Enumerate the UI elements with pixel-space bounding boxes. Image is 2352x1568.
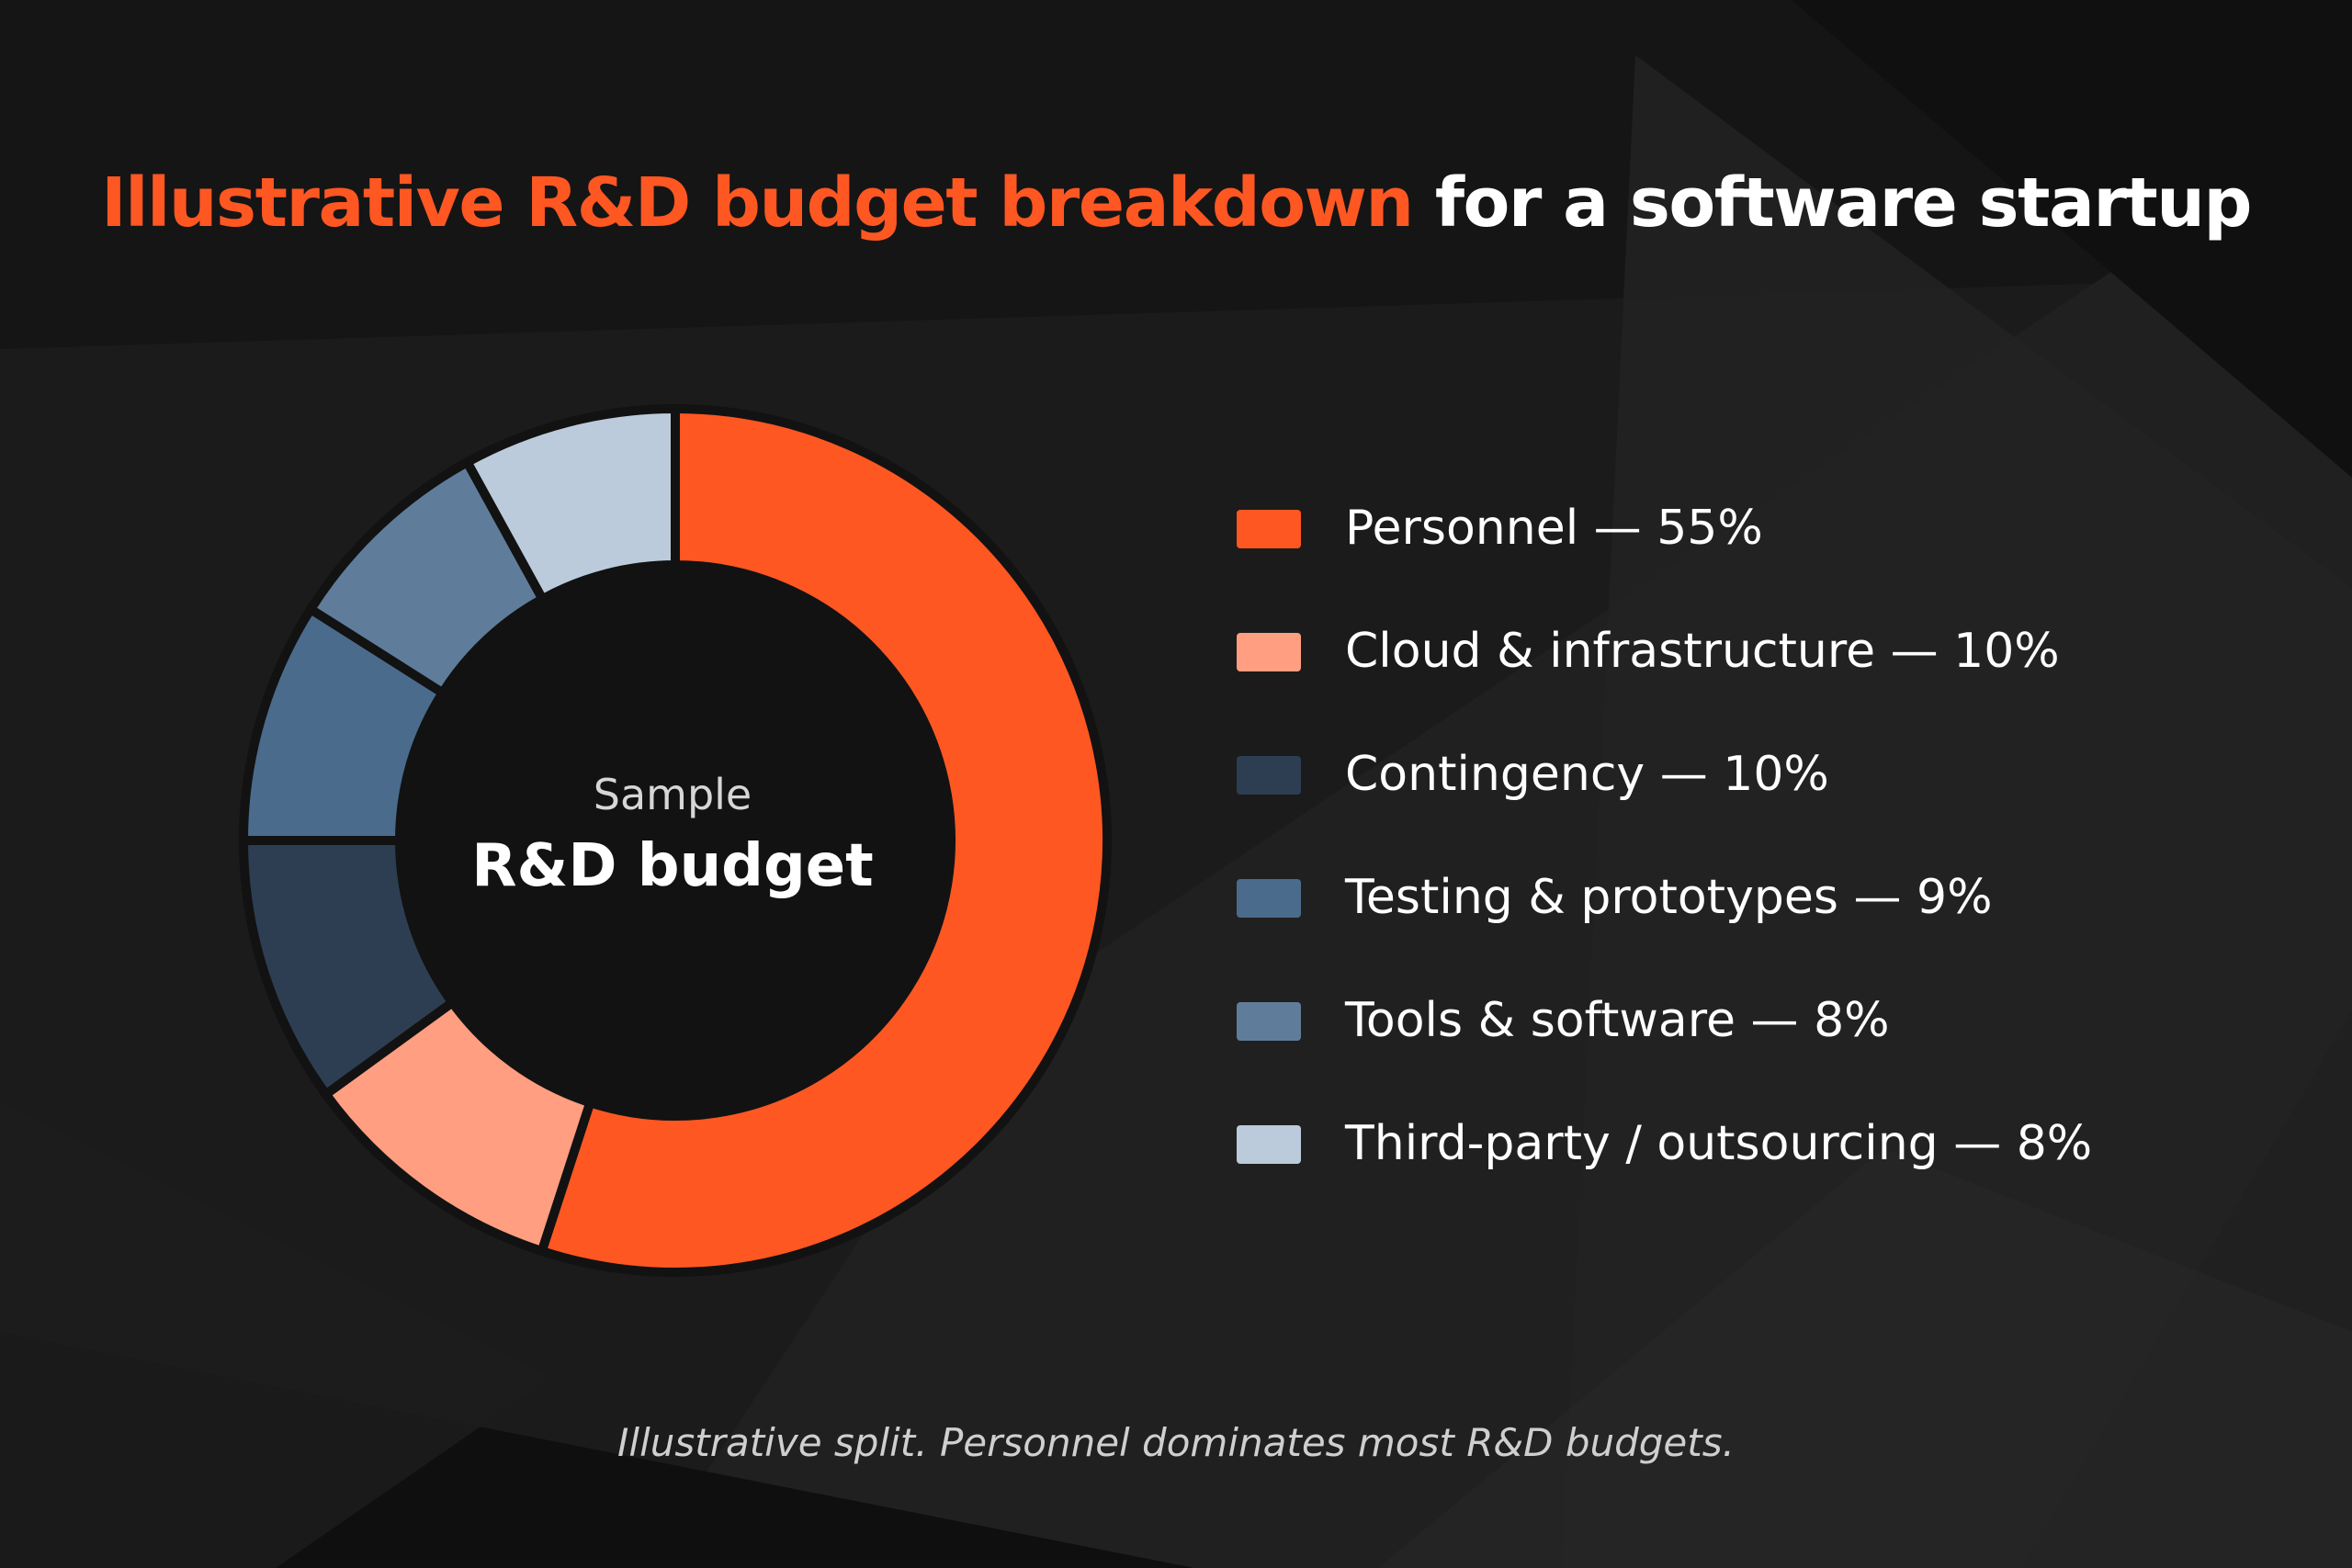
legend-swatch [1237,633,1301,671]
legend-label: Personnel — 55% [1345,501,1763,556]
legend-swatch [1237,756,1301,795]
donut-slice-personnel [536,403,1112,1277]
chart-title: Illustrative R&D budget breakdown for a … [0,164,2352,243]
legend-item: Contingency — 10% [1237,739,2092,863]
legend-item: Cloud & infrastructure — 10% [1237,616,2092,739]
footnote: Illustrative split. Personnel dominates … [617,1420,1735,1465]
legend-label: Third-party / outsourcing — 8% [1345,1116,2093,1171]
legend-swatch [1237,510,1301,548]
donut-hole [403,569,947,1112]
legend-label: Testing & prototypes — 9% [1345,870,1993,925]
legend-item: Third-party / outsourcing — 8% [1237,1109,2092,1232]
legend-label: Tools & software — 8% [1345,993,1890,1048]
legend: Personnel — 55% Cloud & infrastructure —… [1237,493,2092,1232]
legend-label: Cloud & infrastructure — 10% [1345,624,2060,679]
chart-title-rest: for a software startup [1434,164,2253,243]
donut-center-subtitle: Sample [593,770,752,819]
legend-swatch [1237,879,1301,918]
donut-chart [238,403,1112,1277]
legend-swatch [1237,1002,1301,1041]
legend-item: Testing & prototypes — 9% [1237,863,2092,986]
chart-title-accent: Illustrative R&D budget breakdown [101,164,1414,243]
legend-item: Tools & software — 8% [1237,986,2092,1109]
legend-label: Contingency — 10% [1345,747,1829,802]
donut-slice-third-party-outsourcing [460,403,680,605]
legend-swatch [1237,1125,1301,1164]
donut-center-label: R&D budget [471,832,874,900]
legend-item: Personnel — 55% [1237,493,2092,616]
